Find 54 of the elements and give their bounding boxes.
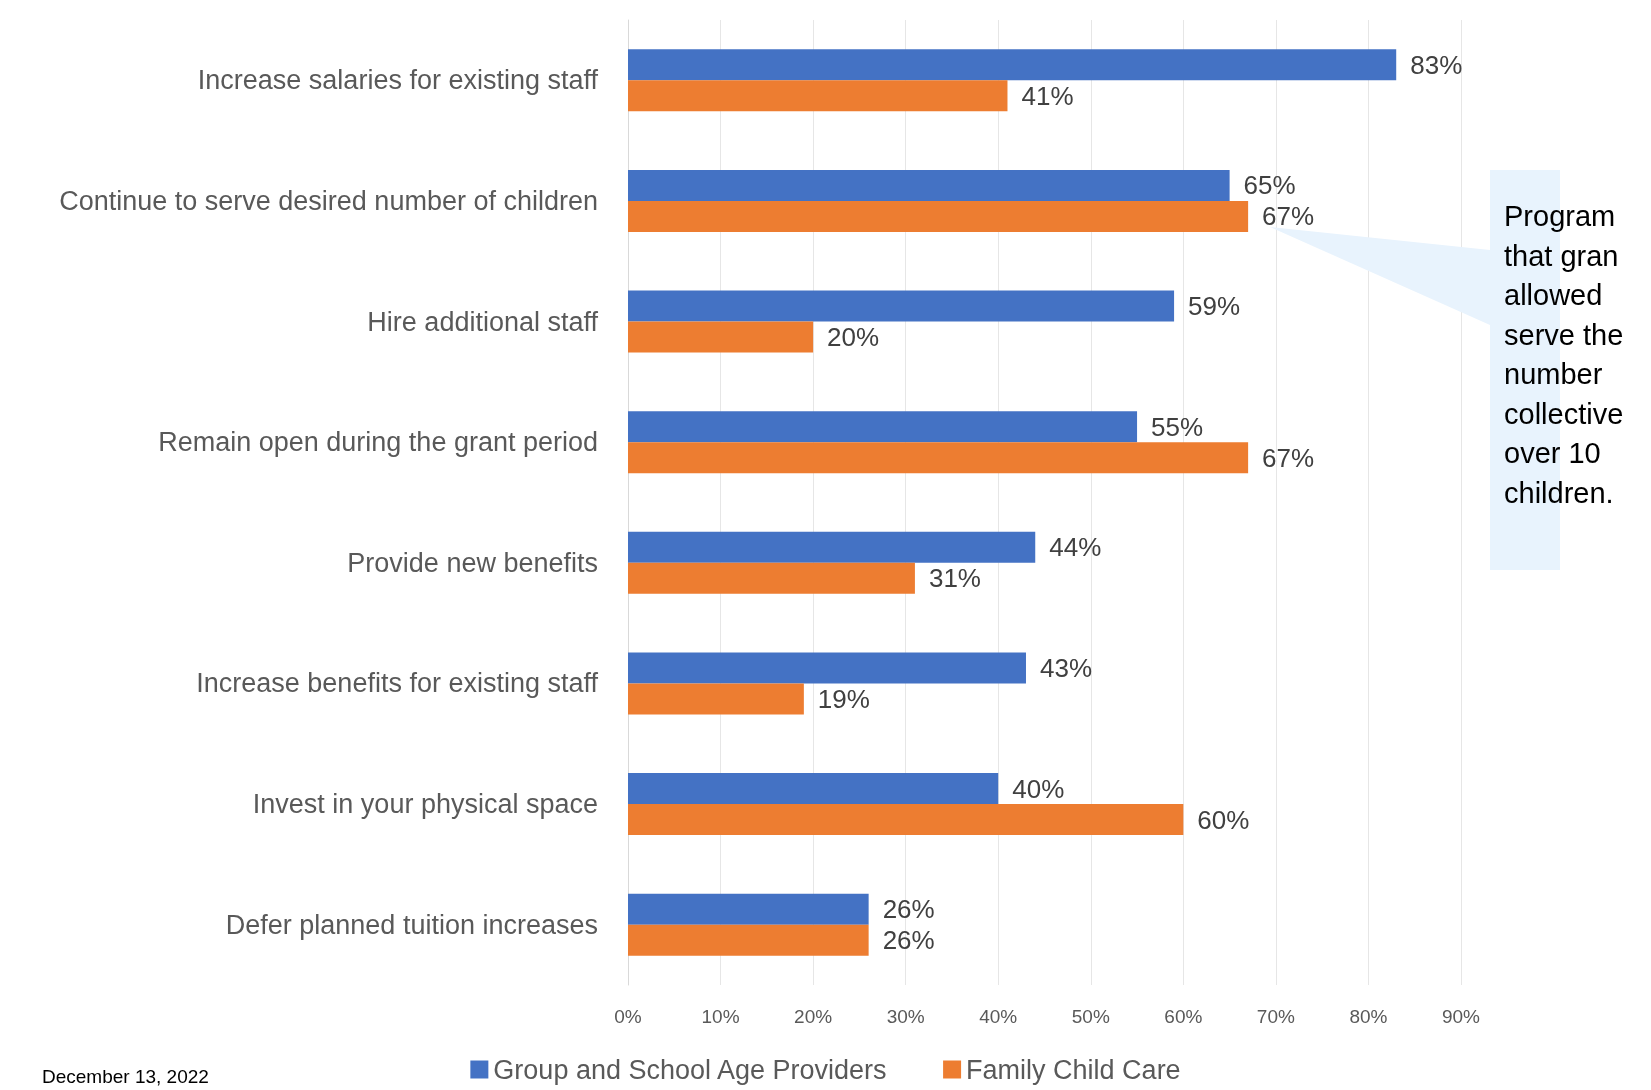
data-label: 60% bbox=[1197, 804, 1250, 835]
y-tick-label: Defer planned tuition increases bbox=[225, 909, 598, 940]
data-label: 67% bbox=[1262, 201, 1315, 232]
bar bbox=[628, 773, 999, 805]
bar bbox=[628, 200, 1249, 232]
bar bbox=[628, 321, 814, 353]
bar bbox=[628, 411, 1138, 443]
x-tick-label: 50% bbox=[1071, 1006, 1110, 1027]
data-label: 20% bbox=[827, 322, 880, 353]
x-tick-label: 40% bbox=[979, 1006, 1018, 1027]
bar bbox=[628, 290, 1175, 322]
x-tick-label: 30% bbox=[886, 1006, 925, 1027]
data-label: 19% bbox=[817, 683, 870, 714]
data-label: 59% bbox=[1188, 291, 1241, 322]
x-tick-label: 60% bbox=[1164, 1006, 1203, 1027]
x-tick-label: 70% bbox=[1256, 1006, 1296, 1027]
y-tick-label: Increase benefits for existing staff bbox=[196, 668, 599, 699]
bar bbox=[628, 893, 869, 925]
legend-label: Family Child Care bbox=[966, 1054, 1181, 1085]
bar bbox=[628, 924, 869, 956]
bar bbox=[628, 562, 915, 594]
data-label: 26% bbox=[882, 894, 935, 925]
bar bbox=[628, 652, 1026, 684]
data-label: 43% bbox=[1039, 652, 1093, 683]
y-tick-label: Continue to serve desired number of children bbox=[59, 185, 598, 216]
bar bbox=[628, 683, 804, 715]
legend-label: Group and School Age Providers bbox=[493, 1054, 887, 1085]
y-tick-label: Provide new benefits bbox=[347, 547, 598, 578]
data-label: 83% bbox=[1410, 49, 1463, 80]
data-label: 26% bbox=[882, 925, 935, 956]
data-label: 65% bbox=[1243, 170, 1296, 201]
bar bbox=[628, 442, 1249, 474]
bar bbox=[628, 531, 1036, 563]
x-tick-label: 90% bbox=[1441, 1006, 1481, 1027]
data-label: 41% bbox=[1021, 80, 1074, 111]
x-tick-label: 10% bbox=[701, 1006, 740, 1027]
data-label: 31% bbox=[928, 563, 981, 594]
data-label: 44% bbox=[1049, 532, 1102, 563]
y-tick-label: Increase salaries for existing staff bbox=[197, 65, 599, 96]
y-tick-label: Remain open during the grant period bbox=[158, 427, 598, 458]
text: Program that gran allowed serve the number collective over 10 children. bbox=[1504, 199, 1624, 511]
bar bbox=[628, 169, 1230, 201]
bar bbox=[628, 804, 1184, 836]
text: December 13, 2022 bbox=[42, 1066, 209, 1087]
x-tick-label: 20% bbox=[794, 1006, 833, 1027]
y-tick-label: Hire additional staff bbox=[367, 306, 599, 337]
x-tick-label: 80% bbox=[1349, 1006, 1388, 1027]
bar bbox=[628, 80, 1008, 112]
y-tick-label: Invest in your physical space bbox=[252, 789, 598, 820]
bar bbox=[628, 49, 1397, 81]
data-label: 67% bbox=[1262, 442, 1315, 473]
x-tick-label: 0% bbox=[614, 1006, 642, 1027]
data-label: 40% bbox=[1012, 773, 1065, 804]
data-label: 55% bbox=[1151, 411, 1204, 442]
